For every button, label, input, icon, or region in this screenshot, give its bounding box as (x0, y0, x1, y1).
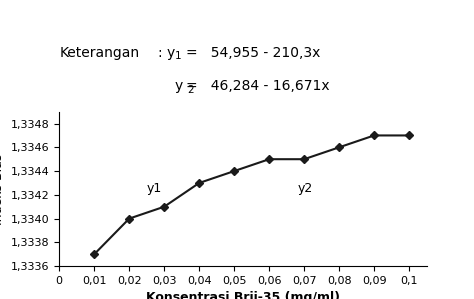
Text: 2: 2 (187, 85, 194, 95)
Text: =   54,955 - 210,3x: = 54,955 - 210,3x (186, 46, 320, 60)
Text: =   46,284 - 16,671x: = 46,284 - 16,671x (186, 80, 329, 93)
X-axis label: Konsentrasi Brij-35 (mg/ml): Konsentrasi Brij-35 (mg/ml) (146, 292, 340, 299)
Text: : y: : y (158, 46, 176, 60)
Text: Keterangan: Keterangan (59, 46, 139, 60)
Y-axis label: Indeks Bias: Indeks Bias (0, 153, 5, 225)
Text: y: y (174, 80, 182, 93)
Text: y2: y2 (297, 182, 312, 196)
Text: 1: 1 (175, 51, 182, 61)
Text: y1: y1 (147, 182, 162, 196)
